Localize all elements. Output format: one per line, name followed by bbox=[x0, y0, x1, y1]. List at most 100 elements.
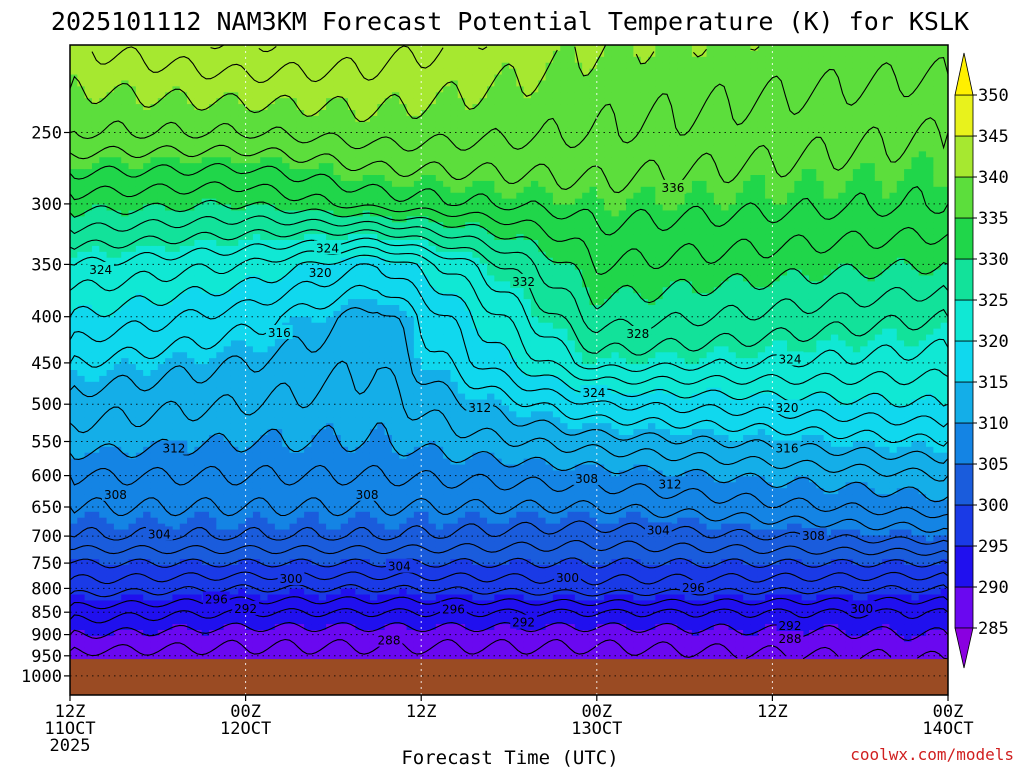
theta-contour-314 bbox=[70, 307, 948, 464]
theta-contour-308 bbox=[70, 464, 948, 519]
x-tick-label: 12Z bbox=[55, 702, 86, 722]
theta-contour-340 bbox=[70, 45, 760, 122]
theta-contour-312 bbox=[70, 360, 948, 482]
y-tick-label: 750 bbox=[31, 554, 62, 574]
theta-contour-322 bbox=[70, 246, 948, 386]
theta-contour-338 bbox=[70, 56, 948, 152]
y-tick-label: 800 bbox=[31, 579, 62, 599]
contour-label: 324 bbox=[776, 351, 804, 366]
contour-label: 304 bbox=[644, 522, 672, 537]
colorbar-bottom-arrow bbox=[954, 627, 974, 669]
y-tick-label: 650 bbox=[31, 498, 62, 518]
colorbar-segment bbox=[954, 422, 974, 465]
contour-label: 304 bbox=[385, 558, 413, 574]
y-tick-label: 250 bbox=[31, 124, 62, 144]
y-tick-label: 1000 bbox=[21, 667, 62, 687]
colorbar-segment bbox=[954, 94, 974, 137]
x-tick-label: 11OCT bbox=[44, 719, 95, 739]
colorbar-segment bbox=[954, 299, 974, 342]
y-tick-label: 300 bbox=[31, 195, 62, 215]
colorbar-label: 335 bbox=[978, 209, 1009, 229]
contour-label: 304 bbox=[145, 526, 173, 541]
colorbar-label: 340 bbox=[978, 168, 1009, 188]
y-tick-label: 450 bbox=[31, 354, 62, 374]
x-tick-label: 00Z bbox=[230, 702, 261, 722]
contour-label: 324 bbox=[580, 385, 608, 400]
colorbar-label: 285 bbox=[978, 619, 1009, 639]
colorbar-segment bbox=[954, 217, 974, 260]
colorbar-segment bbox=[954, 504, 974, 547]
colorbar-label: 350 bbox=[978, 86, 1009, 106]
theta-contour-310 bbox=[70, 422, 948, 503]
contour-label: 336 bbox=[659, 179, 687, 195]
ground-surface-layer bbox=[70, 659, 948, 695]
colorbar-label: 315 bbox=[978, 373, 1009, 393]
theta-contour-318 bbox=[70, 263, 948, 428]
theta-contour-316 bbox=[70, 284, 948, 447]
colorbar-label: 325 bbox=[978, 291, 1009, 311]
contour-label: 296 bbox=[440, 601, 467, 616]
contour-label: 300 bbox=[554, 570, 581, 585]
theta-contour-320 bbox=[70, 254, 948, 408]
y-tick-label: 850 bbox=[31, 603, 62, 623]
contour-label: 296 bbox=[202, 591, 230, 607]
theta-contour-332 bbox=[70, 181, 948, 275]
y-tick-label: 500 bbox=[31, 395, 62, 415]
contour-label: 308 bbox=[800, 528, 827, 543]
theta-contour-330 bbox=[70, 199, 948, 311]
y-tick-label: 700 bbox=[31, 527, 62, 547]
colorbar-segment bbox=[954, 545, 974, 588]
ground-surface bbox=[70, 659, 948, 695]
theta-contour-298 bbox=[70, 571, 948, 586]
contour-label: 292 bbox=[776, 618, 804, 633]
contour-label: 288 bbox=[776, 630, 804, 646]
theta-contour-326 bbox=[70, 229, 948, 356]
contour-label: 288 bbox=[375, 632, 403, 648]
colorbar-segment bbox=[954, 135, 974, 178]
theta-fill-layer bbox=[70, 45, 948, 695]
colorbar-label: 290 bbox=[978, 578, 1009, 598]
contour-label: 320 bbox=[306, 265, 334, 280]
contour-label: 308 bbox=[573, 470, 600, 486]
theta-contour-328 bbox=[70, 215, 948, 334]
colorbar-label: 310 bbox=[978, 414, 1009, 434]
credit-text[interactable]: coolwx.com/models bbox=[850, 745, 1014, 764]
contour-label: 300 bbox=[848, 600, 876, 616]
x-tick-label: 12Z bbox=[406, 702, 437, 722]
plot-frame bbox=[69, 44, 949, 696]
x-tick-label: 00Z bbox=[933, 702, 964, 722]
y-tick-label: 900 bbox=[31, 626, 62, 646]
contour-label: 332 bbox=[510, 273, 537, 289]
theta-contour-288 bbox=[70, 638, 948, 660]
y-axis: 250 300 350 400 450 500 550 600 650 700 750 800 850 9… bbox=[21, 124, 70, 687]
colorbar-label: 305 bbox=[978, 455, 1009, 475]
contour-label: 324 bbox=[314, 240, 341, 255]
colorbar-segment bbox=[954, 176, 974, 219]
x-tick-label: 2025 bbox=[50, 736, 91, 756]
x-axis-title: Forecast Time (UTC) bbox=[401, 747, 618, 768]
y-tick-label: 350 bbox=[31, 255, 62, 275]
contour-label: 324 bbox=[87, 261, 115, 277]
contour-label: 316 bbox=[265, 325, 293, 340]
colorbar-label: 295 bbox=[978, 537, 1009, 557]
contour-label: 312 bbox=[160, 440, 188, 456]
x-tick-label: 14OCT bbox=[922, 719, 973, 739]
theta-contour-334 bbox=[70, 162, 948, 236]
colorbar-label: 345 bbox=[978, 127, 1009, 147]
y-tick-label: 550 bbox=[31, 433, 62, 453]
y-tick-label: 600 bbox=[31, 467, 62, 487]
theta-contour-336 bbox=[70, 117, 948, 194]
contour-label: 328 bbox=[624, 326, 652, 341]
theta-contour-324 bbox=[70, 237, 948, 373]
colorbar-label: 300 bbox=[978, 496, 1009, 516]
contour-label-layer: 324 324 320 316 332 336 328 324 324 320 316 312 312 3… bbox=[87, 179, 876, 648]
contour-label: 308 bbox=[353, 486, 381, 502]
contour-label: 312 bbox=[656, 476, 684, 492]
contour-label: 312 bbox=[466, 400, 494, 415]
theta-contour-306 bbox=[70, 497, 948, 533]
contour-label: 316 bbox=[773, 440, 801, 456]
x-tick-label: 12Z bbox=[757, 702, 788, 722]
y-tick-label: 950 bbox=[31, 647, 62, 667]
contour-label: 308 bbox=[102, 486, 129, 502]
